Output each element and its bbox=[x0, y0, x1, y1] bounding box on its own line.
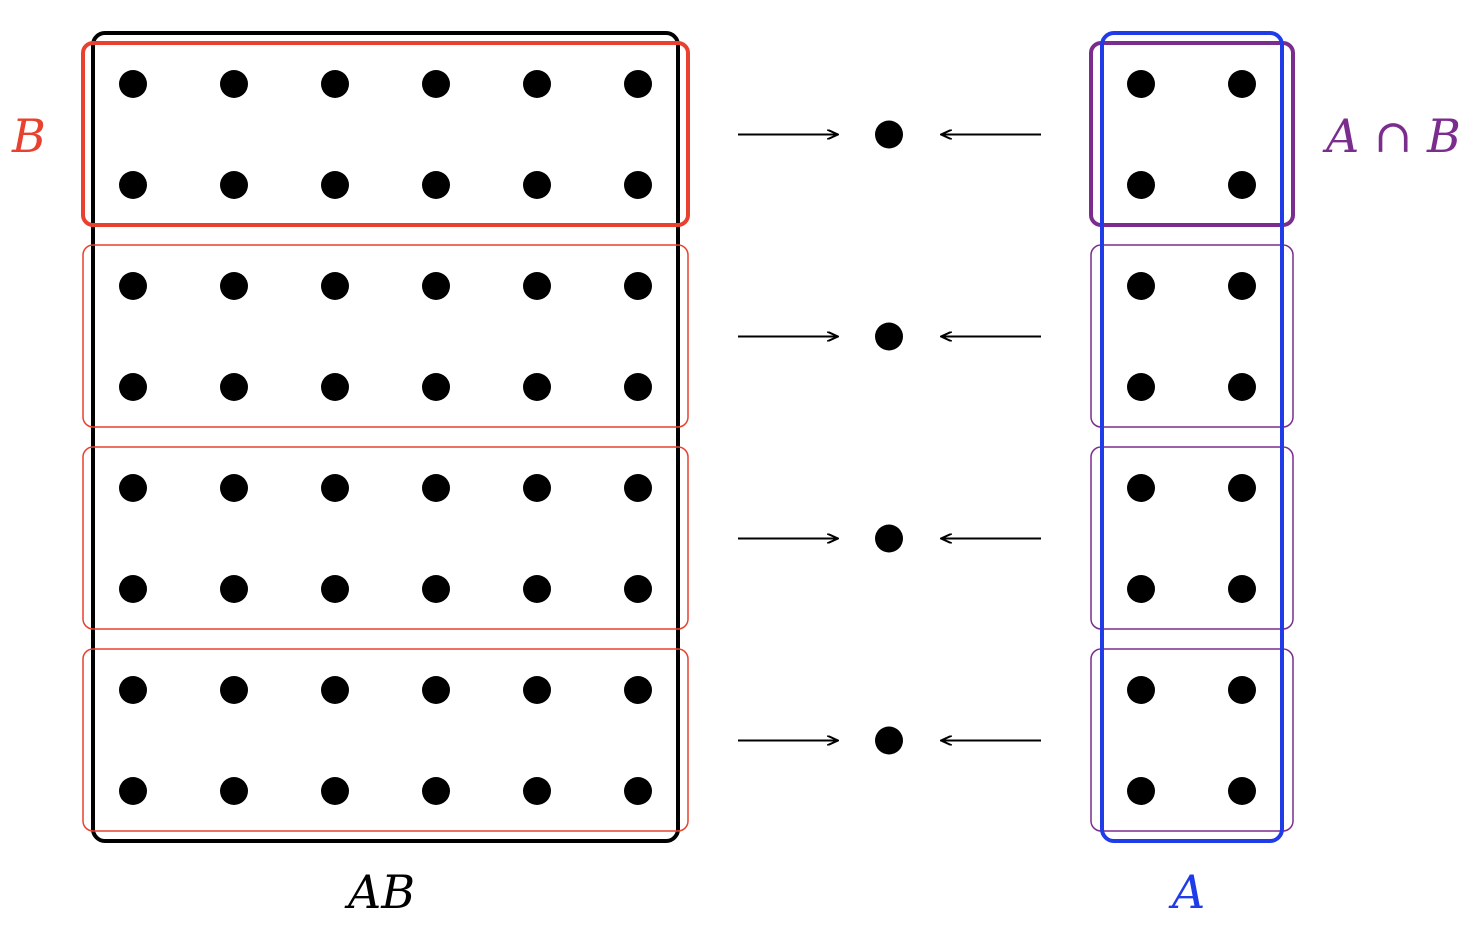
ab-element-dot bbox=[422, 575, 450, 603]
ab-element-dot bbox=[523, 171, 551, 199]
ab-element-dot bbox=[321, 171, 349, 199]
a-element-dot bbox=[1127, 373, 1155, 401]
ab-element-dot bbox=[119, 272, 147, 300]
ab-element-dot bbox=[321, 777, 349, 805]
a-element-dot bbox=[1127, 70, 1155, 98]
a-element-dot bbox=[1228, 777, 1256, 805]
ab-element-dot bbox=[220, 171, 248, 199]
b-coset-block bbox=[82, 244, 689, 428]
ab-element-dot bbox=[422, 676, 450, 704]
b-coset-block bbox=[82, 446, 689, 630]
ab-element-dot bbox=[220, 272, 248, 300]
a-element-dots bbox=[1127, 70, 1256, 805]
label-ab: AB bbox=[344, 865, 415, 919]
ab-element-dot bbox=[422, 373, 450, 401]
a-element-dot bbox=[1228, 575, 1256, 603]
ab-element-dot bbox=[220, 373, 248, 401]
ab-set-outline bbox=[91, 31, 680, 843]
ab-element-dot bbox=[624, 373, 652, 401]
ab-element-dot bbox=[119, 575, 147, 603]
ab-element-dot bbox=[523, 70, 551, 98]
ab-element-dot bbox=[422, 171, 450, 199]
a-element-dot bbox=[1228, 676, 1256, 704]
ab-element-dot bbox=[220, 474, 248, 502]
ab-element-dot bbox=[119, 70, 147, 98]
ab-element-dot bbox=[220, 575, 248, 603]
ab-element-dot bbox=[422, 474, 450, 502]
ab-element-dot bbox=[119, 171, 147, 199]
quotient-dot bbox=[875, 726, 903, 755]
ab-element-dot bbox=[321, 272, 349, 300]
quotient-map bbox=[738, 120, 1041, 755]
ab-element-dot bbox=[624, 70, 652, 98]
a-element-dot bbox=[1127, 676, 1155, 704]
ab-element-dot bbox=[422, 70, 450, 98]
a-element-dot bbox=[1127, 474, 1155, 502]
quotient-dot bbox=[875, 322, 903, 351]
a-element-dot bbox=[1228, 474, 1256, 502]
a-element-dot bbox=[1127, 575, 1155, 603]
a-element-dot bbox=[1127, 272, 1155, 300]
ab-element-dot bbox=[624, 474, 652, 502]
ab-element-dot bbox=[321, 373, 349, 401]
ab-element-dot bbox=[422, 272, 450, 300]
ab-element-dot bbox=[321, 474, 349, 502]
label-a: A bbox=[1168, 865, 1205, 919]
a-element-dot bbox=[1228, 70, 1256, 98]
a-cap-b-coset-block bbox=[1090, 648, 1294, 832]
a-element-dot bbox=[1228, 171, 1256, 199]
ab-element-dot bbox=[523, 676, 551, 704]
ab-element-dot bbox=[624, 171, 652, 199]
ab-element-dot bbox=[321, 70, 349, 98]
a-cap-b-coset-block bbox=[1090, 244, 1294, 428]
ab-element-dot bbox=[119, 474, 147, 502]
ab-element-dot bbox=[523, 373, 551, 401]
a-cap-b-coset-block bbox=[1089, 41, 1295, 227]
a-element-dot bbox=[1228, 373, 1256, 401]
label-b: B bbox=[11, 109, 46, 163]
ab-element-dots bbox=[119, 70, 652, 805]
quotient-dot bbox=[875, 524, 903, 553]
ab-element-dot bbox=[220, 70, 248, 98]
b-coset-block bbox=[82, 648, 689, 832]
ab-element-dot bbox=[119, 373, 147, 401]
ab-element-dot bbox=[119, 777, 147, 805]
ab-element-dot bbox=[624, 272, 652, 300]
ab-element-dot bbox=[624, 575, 652, 603]
ab-element-dot bbox=[523, 777, 551, 805]
ab-element-dot bbox=[220, 676, 248, 704]
a-cap-b-coset-blocks bbox=[1089, 41, 1295, 832]
ab-element-dot bbox=[523, 272, 551, 300]
ab-element-dot bbox=[220, 777, 248, 805]
ab-element-dot bbox=[624, 676, 652, 704]
a-element-dot bbox=[1127, 171, 1155, 199]
b-coset-block bbox=[81, 41, 690, 227]
a-element-dot bbox=[1127, 777, 1155, 805]
a-cap-b-coset-block bbox=[1090, 446, 1294, 630]
ab-element-dot bbox=[119, 676, 147, 704]
ab-element-dot bbox=[624, 777, 652, 805]
ab-element-dot bbox=[523, 474, 551, 502]
ab-element-dot bbox=[422, 777, 450, 805]
ab-element-dot bbox=[321, 575, 349, 603]
a-set-outline bbox=[1100, 31, 1284, 843]
quotient-dot bbox=[875, 120, 903, 149]
a-element-dot bbox=[1228, 272, 1256, 300]
ab-element-dot bbox=[523, 575, 551, 603]
b-coset-blocks bbox=[81, 41, 690, 832]
ab-element-dot bbox=[321, 676, 349, 704]
label-a-cap-b: A ∩ B bbox=[1322, 109, 1461, 163]
